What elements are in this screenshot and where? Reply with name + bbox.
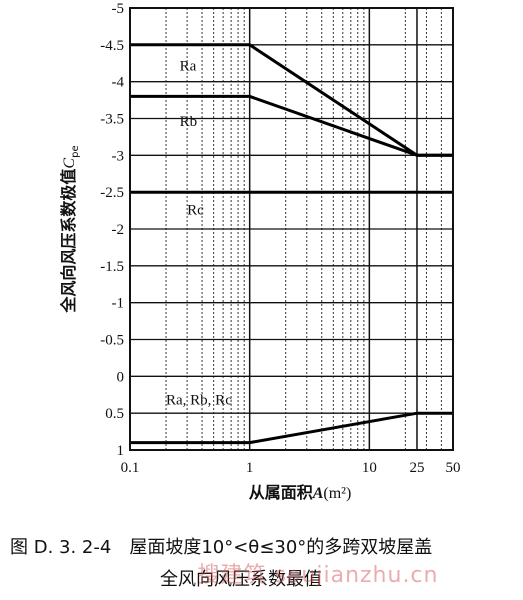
annotation-label: Ra [180,59,197,75]
series-line-ra [130,43,453,157]
y-tick-labels: -5 -4.5 -4 -3.5 -3 -2.5 -2 -1.5 -1 -0.5 0 0.5 1 [100,1,124,459]
y-tick-label: -5 [112,1,125,17]
y-tick-label: -0.5 [100,333,124,349]
figure-caption-line1: 图 D. 3. 2-4 屋面坡度10°<θ≤30°的多跨双坡屋盖 [10,537,432,558]
x-tick-label: 25 [409,460,424,476]
y-tick-label: -4.5 [100,38,124,54]
y-tick-label: 0.5 [105,406,124,422]
y-tick-label: -3.5 [100,112,124,128]
x-tick-label: 1 [246,460,254,476]
y-tick-label: -2 [112,222,125,238]
x-axis-label: 从属面积A(m²) [249,483,352,502]
series-line-ra-rb-rc [130,411,453,445]
series-line-rb [130,94,453,157]
plot-frame [129,7,454,451]
x-tick-label: 50 [446,460,461,476]
x-tick-labels: 0.1 1 10 25 50 [121,460,461,476]
figure-caption-line2: 全风向风压系数最值 [160,569,322,590]
y-tick-label: -1 [112,296,125,312]
y-tick-label: -3 [112,148,125,164]
annotation-label: Rb [180,114,198,130]
y-tick-label: 1 [117,443,125,459]
y-tick-label: 0 [117,369,125,385]
x-tick-label: 10 [362,460,377,476]
y-tick-label: -1.5 [100,259,124,275]
series-annotations: Ra Rb Rc Ra, Rb, Rc [166,59,232,409]
watermark: 搜建筑 soujianzhu.cn [198,563,439,588]
y-axis-label: 全风向风压系数极值Cpe [59,145,81,313]
y-tick-label: -2.5 [100,185,124,201]
series-lines [130,43,453,445]
grid-lines [130,7,453,451]
annotation-label: Rc [187,202,204,218]
y-tick-label: -4 [112,75,125,91]
annotation-label: Ra, Rb, Rc [166,392,232,408]
x-tick-label: 0.1 [121,460,140,476]
